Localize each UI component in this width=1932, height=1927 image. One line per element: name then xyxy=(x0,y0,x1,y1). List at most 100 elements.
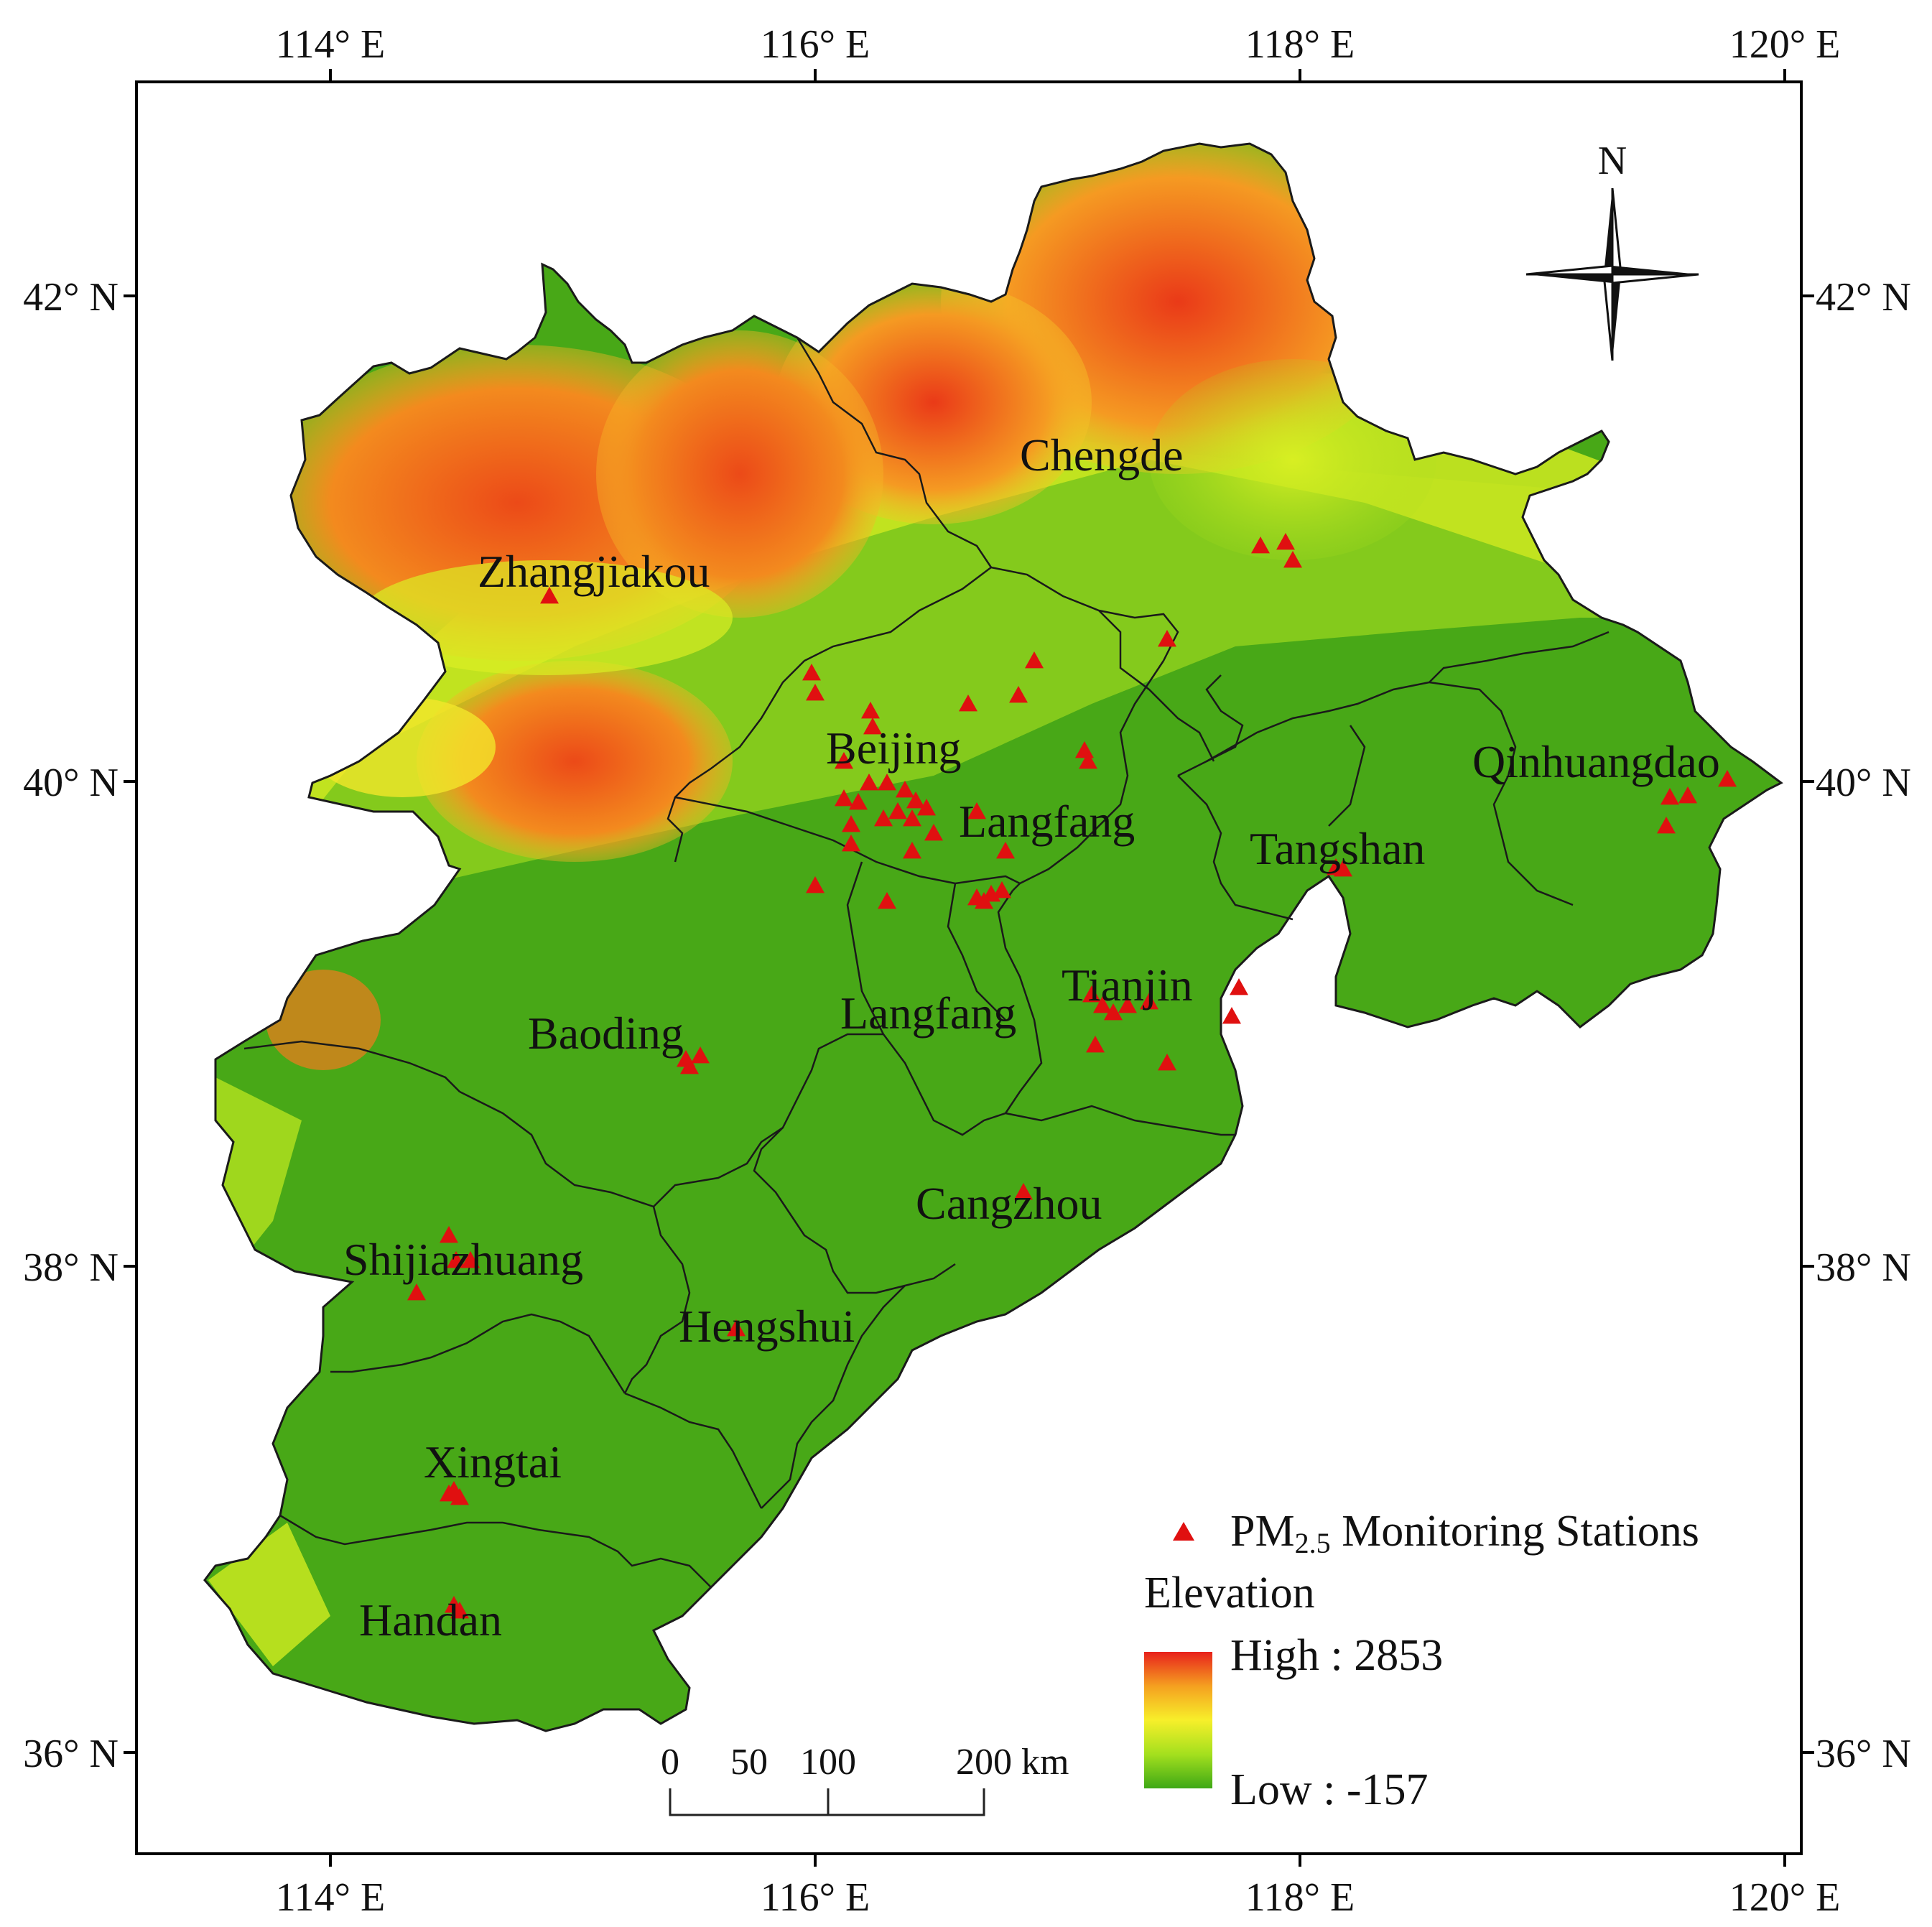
axis-labels: 114° E 116° E 118° E 120° E 114° E 116° … xyxy=(23,22,1911,1920)
station-marker xyxy=(1657,817,1676,834)
right-lat-label-40: 40° N xyxy=(1816,761,1911,805)
bottom-lon-label-114: 114° E xyxy=(276,1875,386,1920)
station-marker xyxy=(1678,786,1697,804)
left-lat-label-36: 36° N xyxy=(23,1732,119,1776)
station-marker xyxy=(1158,630,1176,647)
station-marker xyxy=(959,695,977,712)
station-marker xyxy=(1222,1007,1241,1024)
legend-station-symbol xyxy=(1173,1522,1194,1541)
city-label-hengshui: Hengshui xyxy=(679,1301,855,1352)
station-marker xyxy=(806,684,825,701)
top-lon-label-114: 114° E xyxy=(276,22,386,67)
station-marker xyxy=(835,752,853,769)
city-label-xingtai: Xingtai xyxy=(424,1436,562,1487)
scale-tick-200: 200 xyxy=(956,1742,1012,1783)
frame-ticks xyxy=(124,69,1814,1867)
scale-line xyxy=(669,1788,985,1816)
station-marker xyxy=(878,892,896,909)
station-marker xyxy=(874,809,893,827)
station-marker xyxy=(540,587,559,604)
station-marker xyxy=(1276,533,1295,550)
station-marker xyxy=(967,888,986,906)
station-marker xyxy=(1025,651,1044,669)
map-frame xyxy=(135,80,1803,1855)
city-labels: Zhangjiakou Chengde Beijing Langfang Qin… xyxy=(343,429,1720,1645)
right-lat-label-42: 42° N xyxy=(1816,275,1911,320)
station-marker xyxy=(461,1251,480,1268)
monitoring-stations xyxy=(407,533,1737,1619)
scale-bar: 0 50 100 200 km xyxy=(661,1742,1069,1816)
station-marker xyxy=(967,802,986,819)
scale-tick-100: 100 xyxy=(800,1742,856,1783)
station-marker xyxy=(450,1602,469,1619)
city-label-chengde: Chengde xyxy=(1020,429,1184,480)
station-marker xyxy=(1118,996,1137,1013)
city-label-zhangjiakou: Zhangjiakou xyxy=(478,546,710,597)
station-marker xyxy=(863,718,882,735)
left-lat-label-42: 42° N xyxy=(23,275,119,320)
bottom-lon-label-120: 120° E xyxy=(1729,1875,1841,1920)
north-arrow-north-point xyxy=(1604,188,1612,274)
legend-elevation-ramp xyxy=(1144,1652,1212,1788)
legend-elevation-title: Elevation xyxy=(1144,1569,1315,1617)
station-marker xyxy=(860,774,878,791)
station-marker xyxy=(802,664,821,681)
station-marker xyxy=(993,881,1011,899)
station-marker xyxy=(849,793,868,810)
city-label-qinhuangdao: Qinhuangdao xyxy=(1472,736,1720,787)
station-marker xyxy=(842,815,860,832)
top-lon-label-120: 120° E xyxy=(1729,22,1841,67)
city-label-tangshan: Tangshan xyxy=(1250,823,1425,874)
bottom-lon-label-118: 118° E xyxy=(1245,1875,1355,1920)
station-marker xyxy=(1230,978,1248,995)
north-arrow: N xyxy=(1525,139,1699,361)
station-marker xyxy=(447,1251,465,1268)
station-marker xyxy=(1327,858,1345,876)
station-marker xyxy=(1009,686,1028,703)
legend-stations-label: PM2.5 Monitoring Stations xyxy=(1230,1507,1699,1559)
scale-tick-50: 50 xyxy=(730,1742,768,1783)
north-arrow-label: N xyxy=(1598,139,1627,183)
station-marker xyxy=(1079,752,1097,769)
station-marker xyxy=(1086,1036,1105,1053)
station-marker xyxy=(996,842,1015,859)
station-marker xyxy=(1082,985,1101,1003)
city-label-beijing: Beijing xyxy=(826,723,961,774)
station-marker xyxy=(806,876,825,893)
scale-unit: km xyxy=(1021,1742,1069,1783)
city-label-baoding: Baoding xyxy=(528,1008,684,1059)
station-marker xyxy=(903,809,921,827)
legend: PM2.5 Monitoring Stations Elevation High… xyxy=(1144,1507,1699,1814)
top-lon-label-118: 118° E xyxy=(1245,22,1355,67)
city-label-handan: Handan xyxy=(359,1594,502,1645)
station-marker xyxy=(1140,993,1158,1010)
station-marker xyxy=(1158,1054,1176,1071)
station-marker xyxy=(445,1481,463,1498)
station-marker xyxy=(1283,551,1302,568)
city-label-langfang-north: Langfang xyxy=(959,796,1135,847)
station-marker xyxy=(680,1057,699,1074)
station-marker xyxy=(1014,1183,1033,1200)
station-marker xyxy=(440,1226,458,1243)
station-marker xyxy=(917,799,936,816)
legend-low-label: Low : -157 xyxy=(1230,1765,1429,1814)
city-label-tianjin: Tianjin xyxy=(1062,960,1193,1011)
station-marker xyxy=(1093,996,1112,1013)
station-marker xyxy=(888,802,907,819)
station-marker xyxy=(906,791,925,809)
station-marker xyxy=(878,774,896,791)
city-label-langfang-south: Langfang xyxy=(840,988,1016,1039)
scale-tick-0: 0 xyxy=(661,1742,679,1783)
station-marker xyxy=(903,842,921,859)
top-lon-label-116: 116° E xyxy=(761,22,870,67)
station-marker xyxy=(1104,1003,1123,1021)
right-lat-label-38: 38° N xyxy=(1816,1245,1911,1290)
station-marker xyxy=(691,1046,710,1064)
city-label-shijiazhuang: Shijiazhuang xyxy=(343,1234,583,1285)
station-marker xyxy=(896,781,914,798)
station-marker xyxy=(924,824,943,841)
station-marker xyxy=(1251,537,1270,554)
bottom-lon-label-116: 116° E xyxy=(761,1875,870,1920)
station-marker xyxy=(835,789,853,807)
